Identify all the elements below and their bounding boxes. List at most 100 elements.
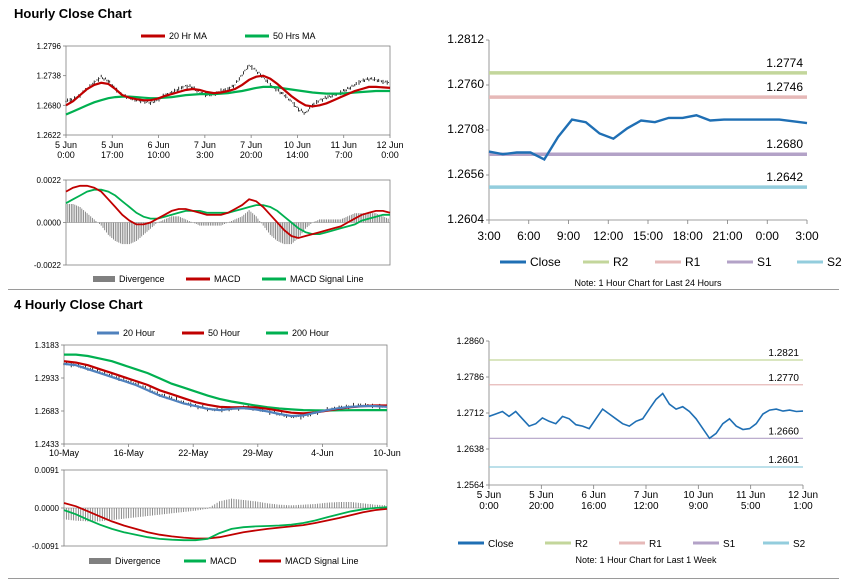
hourly-price-ytick: 1.2796 [37, 42, 62, 51]
ma200-4h-legend-label: 200 Hour [292, 328, 329, 338]
ma20-4h-legend-swatch [97, 331, 119, 335]
hourly-levels-legend-swatch [727, 260, 753, 264]
ma20-line [65, 74, 391, 108]
four-hourly-macd-ytick: 0.0000 [35, 504, 60, 513]
four-hourly-levels-legend-swatch [458, 541, 484, 545]
four-hourly-macd-signal-legend-label: MACD Signal Line [285, 556, 359, 566]
four-hourly-levels-ytick: 1.2638 [456, 444, 484, 454]
hourly-price-ytick: 1.2738 [37, 72, 62, 81]
hourly-price-xtick: 5 Jun 0:00 [55, 140, 77, 160]
four-hourly-levels-legend-swatch [619, 541, 645, 545]
four-hourly-macd-ytick: 0.0091 [35, 466, 60, 475]
four-hourly-price-xtick: 10-May [49, 448, 80, 458]
hourly-levels-xtick: 3:00 [795, 229, 819, 243]
four-hourly-macd-signal-legend-swatch [259, 559, 281, 563]
bottom-divider [8, 578, 839, 579]
four-hourly-price-xtick: 10-Jun [373, 448, 401, 458]
hourly-levels-ytick: 1.2604 [447, 212, 484, 226]
four-hourly-levels-legend-label: Close [488, 539, 514, 550]
four-hourly-levels-legend-swatch [763, 541, 789, 545]
hourly-price-xtick: 7 Jun 3:00 [194, 140, 216, 160]
four-hourly-levels-s2-level-label: 1.2601 [768, 455, 799, 466]
ma50-line [65, 85, 390, 116]
ma200-4h-line [64, 353, 387, 412]
hourly-divergence-legend-label: Divergence [119, 274, 165, 284]
hourly-levels-xtick: 6:00 [517, 229, 541, 243]
four-hourly-price-xtick: 16-May [114, 448, 145, 458]
hourly-price-xtick: 12 Jun 0:00 [376, 140, 403, 160]
hourly-divergence-legend-swatch [93, 276, 115, 282]
hourly-price-xtick: 7 Jun 20:00 [240, 140, 263, 160]
four-hourly-levels-legend-label: S2 [793, 539, 806, 550]
four-hourly-levels-legend-label: R2 [575, 539, 588, 550]
ma20-legend-swatch [141, 34, 165, 38]
ma50-4h-line [63, 360, 387, 415]
four-hourly-levels-r1-level-label: 1.2770 [768, 373, 799, 384]
four-hourly-divergence-legend-swatch [89, 558, 111, 564]
hourly-macd-legend-swatch [186, 277, 210, 281]
four-hourly-macd-legend-label: MACD [210, 556, 237, 566]
hourly-levels-r2-level-label: 1.2774 [766, 56, 803, 70]
hourly-levels-legend-label: Close [530, 255, 561, 269]
four-hourly-levels-legend-swatch [693, 541, 719, 545]
hourly-levels-legend-swatch [655, 260, 681, 264]
hourly-levels-xtick: 12:00 [593, 229, 623, 243]
hourly-levels-note: Note: 1 Hour Chart for Last 24 Hours [574, 278, 722, 288]
four-hourly-price-ytick: 1.3183 [35, 341, 60, 350]
four-hourly-levels-xtick: 12 Jun 1:00 [788, 490, 818, 512]
ma50-legend-swatch [245, 34, 269, 38]
four-hourly-levels-xtick: 11 Jun 5:00 [736, 490, 765, 512]
hourly-levels-legend-swatch [500, 260, 526, 264]
hourly-levels-ytick: 1.2812 [447, 32, 484, 46]
ma50-4h-legend-swatch [182, 331, 204, 335]
four-hourly-levels-legend-swatch [545, 541, 571, 545]
hourly-levels-s2-level-label: 1.2642 [766, 170, 803, 184]
hourly-macd-ytick: -0.0022 [34, 261, 62, 270]
ma20-4h-line [63, 362, 388, 418]
four-hourly-levels-xtick: 10 Jun 9:00 [683, 490, 713, 512]
ma50-legend-label: 50 Hrs MA [273, 31, 316, 41]
hourly-price-ytick: 1.2622 [37, 131, 62, 140]
four-hourly-section-title: 4 Hourly Close Chart [14, 297, 143, 312]
four-hourly-levels-s1-level-label: 1.2660 [768, 426, 799, 437]
four-hourly-macd-line [63, 506, 388, 542]
hourly-levels-xtick: 9:00 [557, 229, 581, 243]
hourly-levels-legend-swatch [797, 260, 823, 264]
four-hourly-levels-ytick: 1.2712 [456, 408, 484, 418]
four-hourly-price-ytick: 1.2433 [35, 440, 60, 449]
four-hourly-levels-legend-label: S1 [723, 539, 736, 550]
hourly-levels-ytick: 1.2760 [447, 77, 484, 91]
hourly-macd-ytick: 0.0022 [37, 176, 62, 185]
hourly-price-ytick: 1.2680 [37, 101, 62, 110]
four-hourly-levels-xtick: 6 Jun 16:00 [581, 490, 606, 512]
four-hourly-levels-ytick: 1.2564 [456, 480, 484, 490]
four-hourly-price-xtick: 22-May [178, 448, 209, 458]
four-hourly-levels-note: Note: 1 Hour Chart for Last 1 Week [576, 555, 717, 565]
hourly-macd-line [65, 184, 391, 239]
hourly-price-xtick: 10 Jun 14:00 [284, 140, 311, 160]
hourly-macd-signal-legend-label: MACD Signal Line [290, 274, 364, 284]
hourly-price-xtick: 6 Jun 10:00 [147, 140, 170, 160]
ma20-4h-legend-label: 20 Hour [123, 328, 155, 338]
four-hourly-price-xtick: 29-May [243, 448, 274, 458]
hourly-levels-legend-label: S1 [757, 255, 772, 269]
four-hourly-price-ytick: 1.2683 [35, 407, 60, 416]
four-hourly-levels-xtick: 7 Jun 12:00 [633, 490, 658, 512]
hourly-levels-s1-level-label: 1.2680 [766, 137, 803, 151]
hourly-price-xtick: 5 Jun 17:00 [101, 140, 124, 160]
hourly-levels-ytick: 1.2656 [447, 167, 484, 181]
hourly-macd-ytick: 0.0000 [37, 219, 62, 228]
hourly-levels-legend-label: S2 [827, 255, 842, 269]
ma20-legend-label: 20 Hr MA [169, 31, 207, 41]
four-hourly-levels-legend-label: R1 [649, 539, 662, 550]
ma50-4h-legend-label: 50 Hour [208, 328, 240, 338]
four-hourly-levels-r2-level-label: 1.2821 [768, 348, 799, 359]
four-hourly-macd-legend-swatch [184, 559, 206, 563]
hourly-levels-xtick: 0:00 [756, 229, 780, 243]
hourly-levels-xtick: 3:00 [477, 229, 501, 243]
four-hourly-levels-xtick: 5 Jun 0:00 [477, 490, 501, 512]
hourly-levels-legend-label: R2 [613, 255, 629, 269]
four-hourly-macd-signal-line [63, 502, 388, 540]
hourly-levels-legend-label: R1 [685, 255, 701, 269]
